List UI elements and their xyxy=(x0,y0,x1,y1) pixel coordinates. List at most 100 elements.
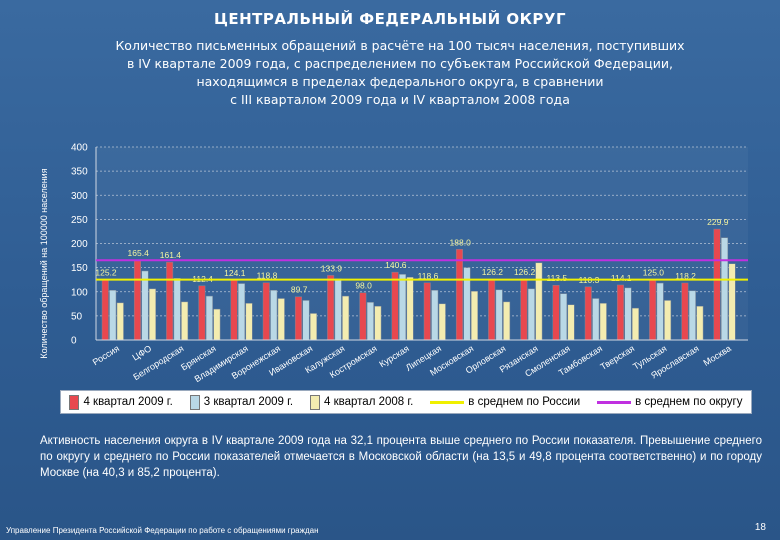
footer-text: Управление Президента Российской Федерац… xyxy=(6,526,319,535)
y-tick-label: 250 xyxy=(71,215,88,226)
bar xyxy=(688,290,696,341)
bar xyxy=(309,313,317,341)
data-label: 165.4 xyxy=(128,248,150,258)
bar xyxy=(342,295,350,341)
bar xyxy=(503,301,511,341)
subtitle-line: в IV квартале 2009 года, с распределение… xyxy=(126,56,674,71)
legend-item: 3 квартал 2009 г. xyxy=(189,394,294,410)
bar xyxy=(664,300,672,341)
bar xyxy=(495,289,503,341)
bar xyxy=(101,279,109,341)
legend-label: 4 квартал 2009 г. xyxy=(83,396,173,408)
bar xyxy=(366,302,374,341)
bar xyxy=(238,283,246,341)
bar xyxy=(327,275,335,341)
legend-label: в среднем по России xyxy=(468,396,581,408)
bar xyxy=(213,308,221,341)
bar xyxy=(181,301,189,341)
bar xyxy=(455,249,463,341)
bar xyxy=(230,279,238,341)
legend-label: 4 квартал 2008 г. xyxy=(324,396,414,408)
bar xyxy=(567,304,575,341)
bar xyxy=(359,292,367,341)
data-label: 140.6 xyxy=(385,260,407,270)
bar xyxy=(334,278,342,341)
y-tick-label: 100 xyxy=(71,287,88,298)
y-tick-label: 200 xyxy=(71,239,88,250)
y-axis-title: Количество обращений на 100000 населения xyxy=(39,168,49,358)
bar xyxy=(681,282,689,341)
bar xyxy=(552,284,560,341)
bar xyxy=(205,295,213,341)
bar xyxy=(406,277,414,341)
legend-line-district xyxy=(597,400,632,404)
bar xyxy=(148,288,156,341)
bar xyxy=(488,278,496,341)
bar xyxy=(270,290,278,341)
subtitle-line: с III кварталом 2009 года и IV кварталом… xyxy=(230,92,570,107)
bar xyxy=(133,259,141,341)
bar xyxy=(198,285,206,341)
x-tick-label: Москва xyxy=(701,343,732,368)
bar xyxy=(173,277,181,341)
data-label: 126.2 xyxy=(482,267,504,277)
legend-swatch-q3-2009 xyxy=(189,394,200,410)
data-label: 118.8 xyxy=(257,271,278,281)
bar xyxy=(302,300,310,341)
data-label: 114.1 xyxy=(611,273,632,283)
bar xyxy=(463,267,471,341)
bar xyxy=(624,287,632,341)
x-tick-label: ЦФО xyxy=(131,343,154,362)
legend-label: 3 квартал 2009 г. xyxy=(203,396,294,408)
bar xyxy=(616,284,624,341)
bar xyxy=(109,290,117,341)
bar xyxy=(649,279,657,341)
x-tick-label: Россия xyxy=(91,343,121,367)
bar xyxy=(584,286,592,341)
bar xyxy=(656,282,664,341)
data-label: 98.0 xyxy=(355,281,372,291)
y-tick-label: 300 xyxy=(71,191,88,202)
data-label: 229.9 xyxy=(707,217,729,227)
bar xyxy=(374,305,382,341)
bar xyxy=(141,270,149,341)
bar xyxy=(431,290,439,341)
legend-swatch-q4-2008 xyxy=(310,394,321,410)
page-number: 18 xyxy=(754,522,766,533)
bar xyxy=(262,282,270,341)
legend-label: в среднем по округу xyxy=(635,396,743,408)
legend-item: 4 квартал 2009 г. xyxy=(69,394,173,410)
bar xyxy=(277,298,285,341)
bar xyxy=(721,237,729,341)
summary-note: Активность населения округа в IV квартал… xyxy=(40,435,762,479)
y-tick-label: 0 xyxy=(71,336,77,347)
x-tick-label: Тверская xyxy=(598,343,636,372)
y-tick-label: 50 xyxy=(71,311,83,322)
y-tick-label: 400 xyxy=(71,143,88,154)
bar xyxy=(470,291,478,341)
legend-swatch-q4-2009 xyxy=(69,394,80,410)
legend-line-russia xyxy=(430,400,465,404)
bar xyxy=(391,271,399,341)
data-label: 126.2 xyxy=(514,267,536,277)
bar xyxy=(696,305,704,341)
bar xyxy=(166,261,174,341)
bar xyxy=(599,303,607,341)
y-tick-label: 150 xyxy=(71,263,88,274)
legend-item: 4 квартал 2008 г. xyxy=(310,394,414,410)
data-label: 161.4 xyxy=(160,250,182,260)
data-label: 188.0 xyxy=(450,237,472,247)
bar xyxy=(520,278,528,341)
bar xyxy=(245,303,253,341)
data-label: 89.7 xyxy=(291,285,308,295)
bar xyxy=(560,293,568,341)
data-label: 124.1 xyxy=(224,268,246,278)
bar xyxy=(535,262,543,341)
data-label: 125.2 xyxy=(95,268,117,278)
bar xyxy=(116,302,124,341)
bar-chart-svg: 0 50 100 150 200 250 300 350 400 Количество обращ… xyxy=(39,143,748,384)
bar xyxy=(399,274,407,341)
y-tick-label: 350 xyxy=(71,167,88,178)
bar xyxy=(592,298,600,341)
subtitle-line: Количество письменных обращений в расчёт… xyxy=(115,38,685,53)
